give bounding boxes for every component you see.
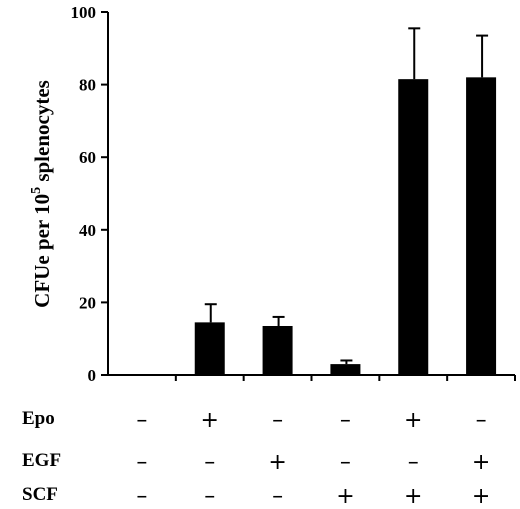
minus-sign: – <box>136 484 148 509</box>
y-tick-label: 60 <box>79 148 96 167</box>
minus-sign: – <box>339 408 351 433</box>
bar <box>262 325 293 375</box>
y-tick-label: 40 <box>79 221 96 240</box>
minus-sign: – <box>407 450 419 475</box>
condition-row-label: Epo <box>22 408 55 429</box>
minus-sign: – <box>272 408 284 433</box>
y-tick-label: 0 <box>88 366 97 385</box>
minus-sign: – <box>136 408 148 433</box>
plus-sign: + <box>471 484 491 509</box>
bar <box>330 364 361 375</box>
minus-sign: – <box>136 450 148 475</box>
error-bars <box>204 27 489 365</box>
plus-sign: + <box>404 484 423 509</box>
plus-sign: + <box>268 450 287 475</box>
minus-sign: – <box>339 450 351 475</box>
bar-chart: 0 20 40 60 80 100 CFUe per 105 splenocytes <box>29 3 516 385</box>
y-tick-label: 80 <box>79 76 96 95</box>
minus-sign: – <box>272 484 284 509</box>
bar <box>398 79 429 375</box>
plus-sign: + <box>471 450 491 475</box>
y-axis: 0 20 40 60 80 100 <box>71 3 109 385</box>
y-tick-label: 100 <box>71 3 97 22</box>
plus-sign: + <box>336 484 355 509</box>
bars <box>194 77 497 375</box>
y-tick-label: 20 <box>79 293 96 312</box>
plus-sign: + <box>200 408 219 433</box>
y-axis-label: CFUe per 105 splenocytes <box>29 80 54 308</box>
condition-row-label: SCF <box>22 484 58 505</box>
x-axis <box>108 374 516 381</box>
condition-row-label: EGF <box>22 450 62 471</box>
bar <box>194 322 225 375</box>
minus-sign: – <box>204 484 216 509</box>
bar <box>466 77 497 375</box>
minus-sign: – <box>204 450 216 475</box>
plus-sign: + <box>404 408 423 433</box>
minus-sign: – <box>475 408 487 433</box>
